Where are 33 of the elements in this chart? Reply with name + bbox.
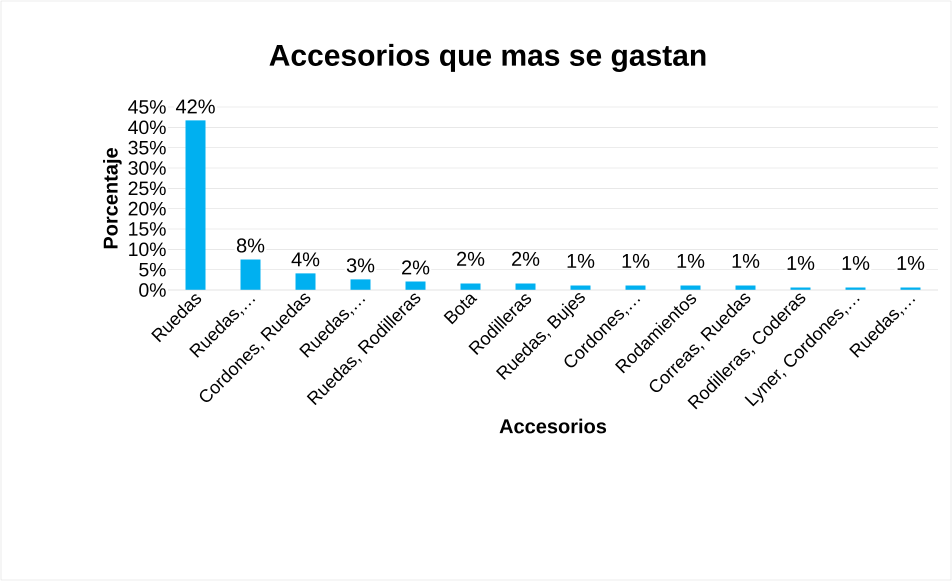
data-label: 3% bbox=[346, 258, 374, 272]
data-label: 1% bbox=[788, 256, 814, 270]
data-label: 1% bbox=[678, 254, 704, 268]
bar bbox=[460, 283, 481, 290]
data-label: 2% bbox=[457, 252, 484, 266]
x-axis-title: Accesorios bbox=[500, 418, 606, 434]
data-label: 1% bbox=[622, 254, 650, 268]
data-label: 1% bbox=[898, 256, 924, 270]
data-label: 8% bbox=[236, 238, 264, 253]
bar bbox=[186, 120, 206, 290]
data-label: 1% bbox=[568, 254, 594, 268]
data-label: 2% bbox=[402, 260, 430, 275]
y-tick-label: 30% bbox=[128, 161, 166, 175]
data-label: 4% bbox=[292, 252, 320, 266]
y-tick-label: 40% bbox=[128, 120, 166, 134]
bar bbox=[240, 259, 261, 290]
data-label: 42% bbox=[176, 99, 215, 114]
y-tick-label: 20% bbox=[128, 202, 166, 216]
bar bbox=[296, 273, 316, 290]
y-tick-label: 25% bbox=[128, 181, 166, 196]
y-tick-label: 15% bbox=[129, 222, 166, 236]
y-tick-label: 5% bbox=[139, 262, 166, 276]
bar bbox=[350, 279, 371, 290]
y-axis-title: Porcentaje bbox=[103, 148, 122, 248]
bar bbox=[406, 281, 426, 290]
bar bbox=[516, 283, 536, 290]
data-label: 1% bbox=[842, 256, 870, 270]
y-tick-label: 10% bbox=[129, 242, 166, 256]
y-tick-label: 45% bbox=[128, 100, 166, 114]
data-label: 2% bbox=[512, 252, 540, 266]
chart-title: Accesorios que mas se gastan bbox=[270, 44, 706, 72]
y-tick-label: 35% bbox=[128, 140, 166, 155]
data-label: 1% bbox=[732, 254, 760, 268]
